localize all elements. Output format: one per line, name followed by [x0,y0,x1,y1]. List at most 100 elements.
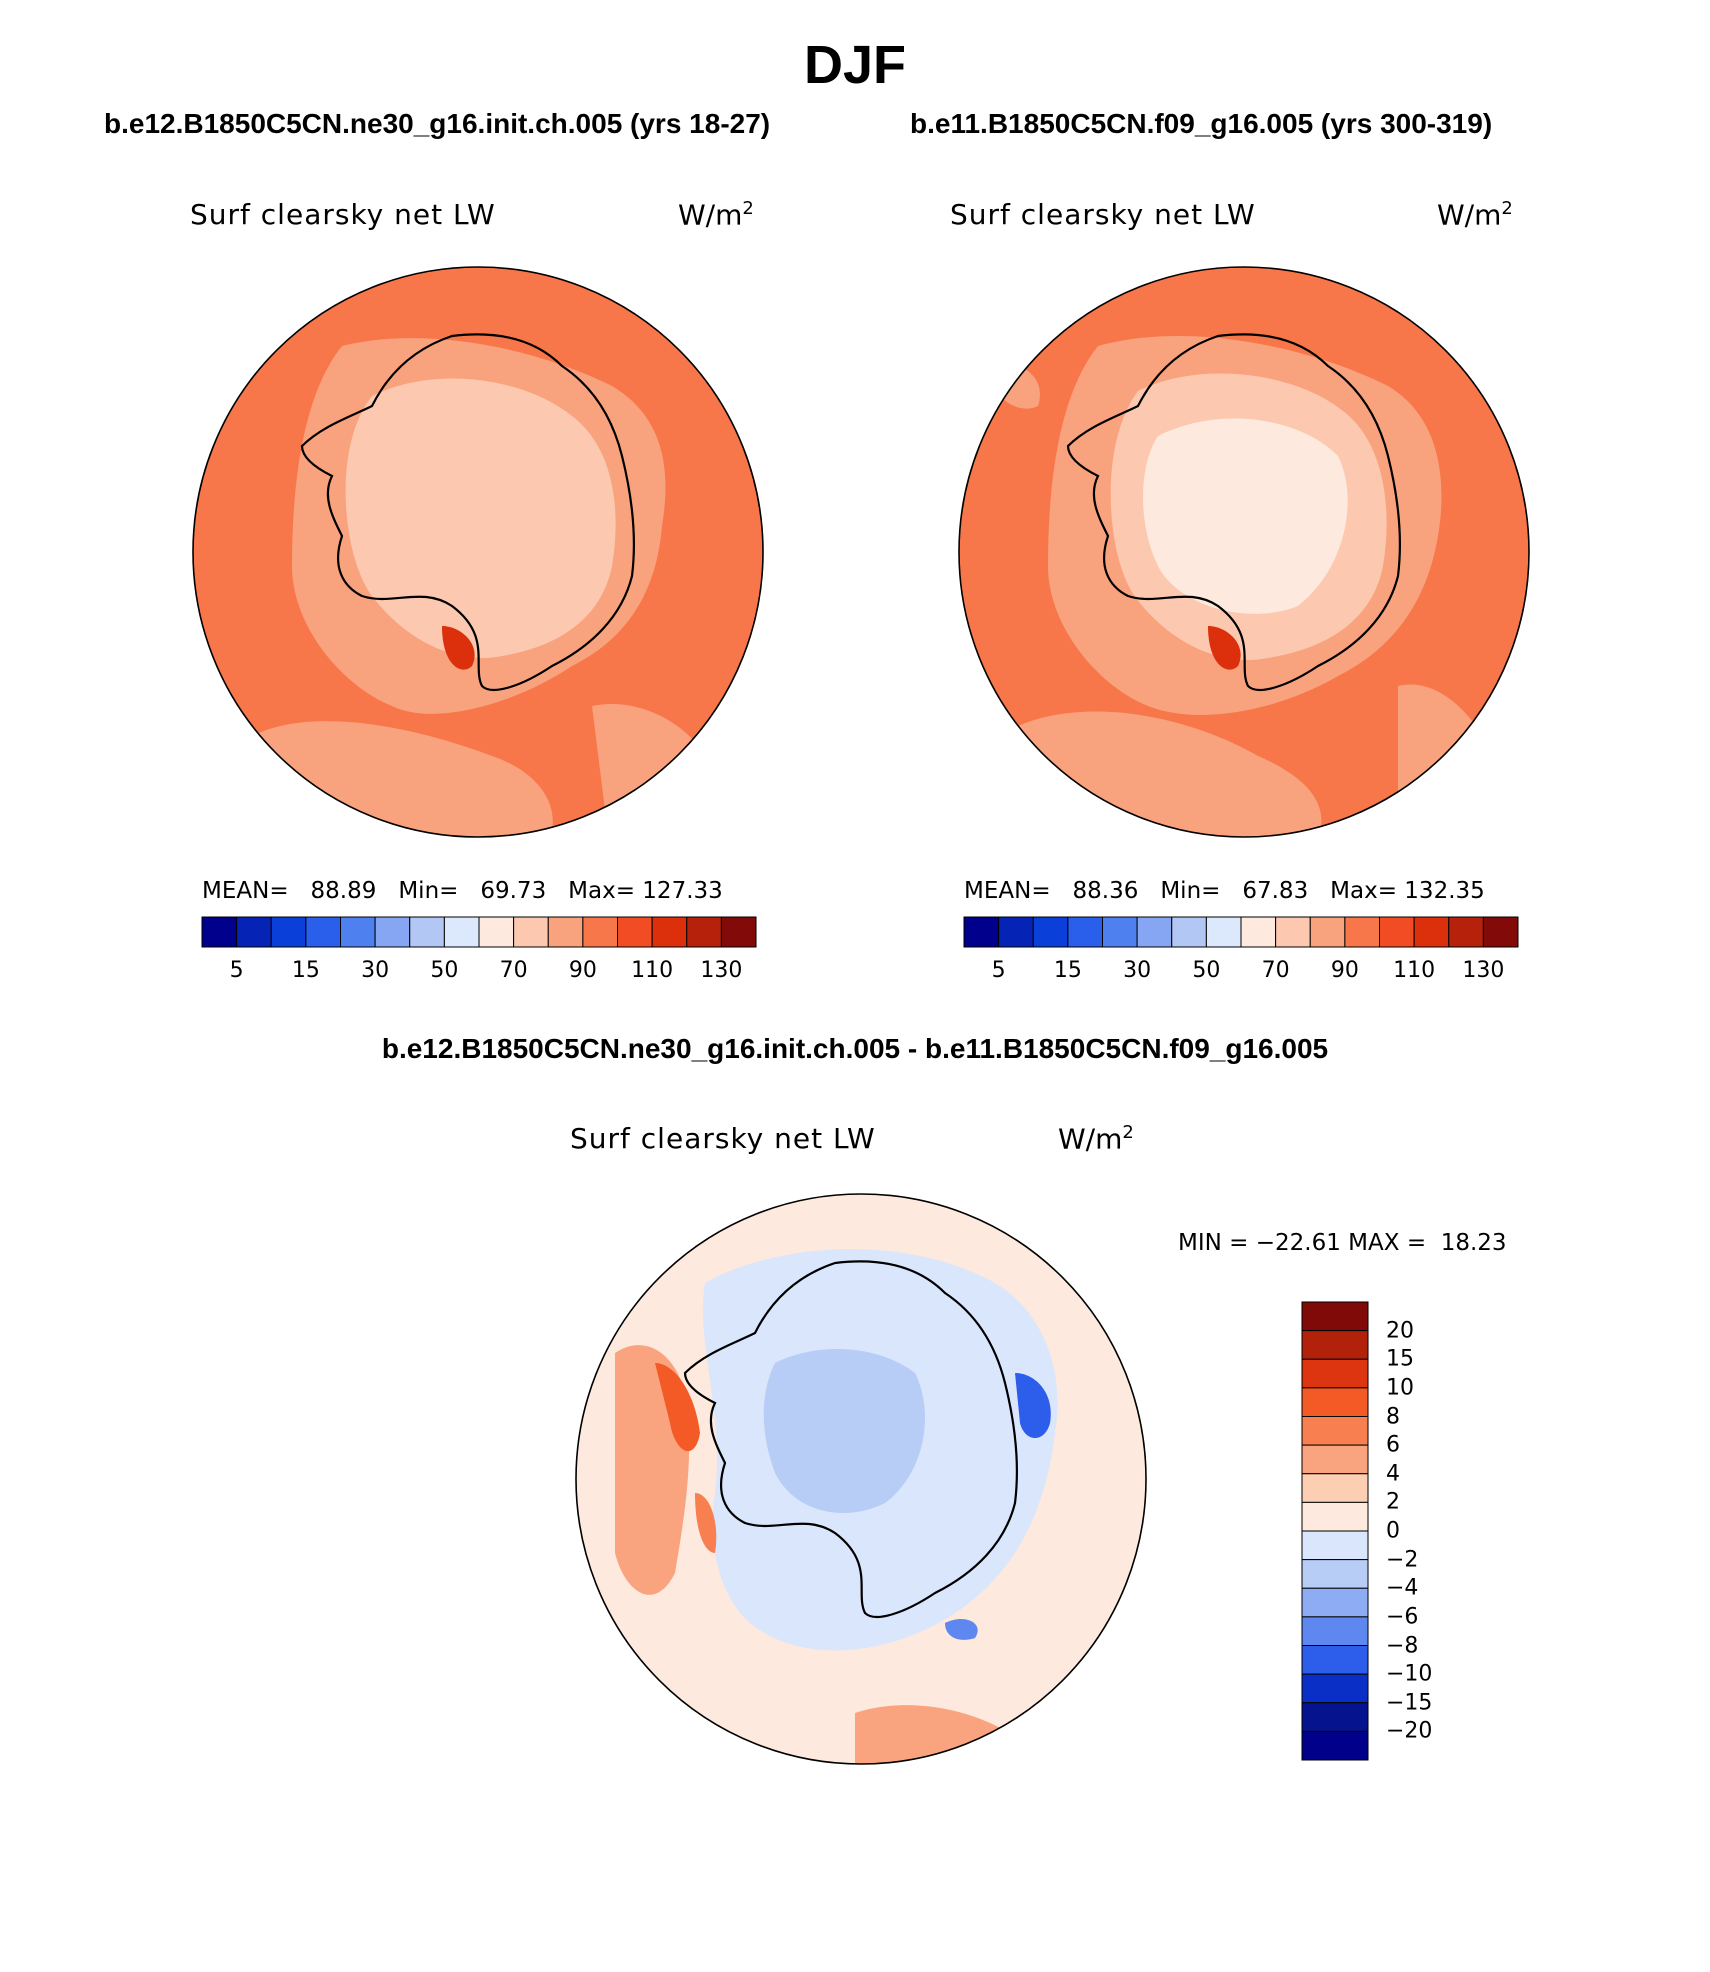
diff-units-label: W/m2 [1058,1122,1134,1156]
colorbar-swatch [409,916,445,948]
colorbar-swatch [1482,916,1519,948]
diff-min-label: MIN = [1178,1230,1249,1256]
colorbar-swatch [1301,1645,1369,1675]
right-max-label: Max= [1330,878,1397,904]
colorbar-tick-label: 6 [1386,1432,1400,1458]
right-colorbar [963,916,1519,948]
colorbar-swatch [1301,1330,1369,1360]
colorbar-tick-label: −8 [1386,1633,1419,1658]
colorbar-swatch [1301,1616,1369,1646]
right-min-value: 67.83 [1242,878,1309,904]
colorbar-swatch [1301,1444,1369,1475]
colorbar-swatch [1448,916,1484,948]
colorbar-tick-label: −15 [1386,1690,1433,1716]
colorbar-swatch [1379,916,1415,948]
colorbar-tick-label: 110 [1393,958,1436,983]
right-mean-value: 88.36 [1072,878,1139,904]
diff-variable-label: Surf clearsky net LW [570,1122,876,1155]
colorbar-swatch [1301,1473,1369,1503]
colorbar-swatch [201,916,238,948]
colorbar-tick-label: 2 [1386,1489,1400,1515]
colorbar-swatch [547,916,584,948]
colorbar-tick-label: −2 [1386,1547,1419,1573]
colorbar-swatch [582,916,618,948]
colorbar-tick-label: 20 [1386,1318,1414,1344]
colorbar-swatch [1102,916,1138,948]
colorbar-tick-label: 30 [361,958,390,983]
colorbar-tick-label: 5 [229,958,244,983]
diff-colorbar-ticks: 20 15 10 8 6 4 2 0 −2 −4 −6 −8 −10 −15 −20 [1386,1302,1466,1760]
colorbar-tick-label: 130 [1462,958,1505,983]
colorbar-tick-label: 110 [631,958,674,983]
colorbar-tick-label: 10 [1386,1375,1414,1401]
colorbar-tick-label: 70 [1261,958,1290,983]
diff-max-label: MAX = [1348,1230,1427,1256]
colorbar-swatch [478,916,515,948]
colorbar-swatch [1301,1416,1369,1446]
colorbar-swatch [1413,916,1450,948]
right-max-value: 132.35 [1404,878,1485,904]
right-polar-map [958,266,1530,838]
diff-min-value: −22.61 [1255,1230,1341,1256]
diff-colorbar [1301,1301,1369,1761]
colorbar-swatch [1301,1559,1369,1589]
left-mean-value: 88.89 [310,878,377,904]
colorbar-tick-label: 15 [1053,958,1082,983]
colorbar-swatch [1301,1387,1369,1417]
colorbar-swatch [1136,916,1173,948]
colorbar-swatch [963,916,1000,948]
colorbar-swatch [1301,1702,1369,1732]
colorbar-swatch [651,916,688,948]
left-colorbar [201,916,757,948]
diff-stats: MIN = −22.61 MAX = 18.23 [1178,1230,1507,1256]
left-stats: MEAN= 88.89 Min= 69.73 Max= 127.33 [202,878,723,904]
left-mean-label: MEAN= [202,878,289,904]
left-min-label: Min= [398,878,459,904]
left-panel-title: b.e12.B1850C5CN.ne30_g16.init.ch.005 (yr… [104,108,771,139]
colorbar-swatch [374,916,411,948]
colorbar-tick-label: 4 [1386,1461,1400,1487]
colorbar-tick-label: 5 [991,958,1006,983]
colorbar-tick-label: −6 [1386,1604,1419,1630]
colorbar-swatch [236,916,272,948]
colorbar-swatch [1171,916,1207,948]
colorbar-swatch [1205,916,1242,948]
diff-max-value: 18.23 [1440,1230,1507,1256]
difference-panel-title: b.e12.B1850C5CN.ne30_g16.init.ch.005 - b… [381,1033,1329,1064]
colorbar-swatch [1301,1301,1369,1332]
colorbar-swatch [1301,1673,1369,1704]
colorbar-swatch [617,916,653,948]
colorbar-tick-label: 50 [1192,958,1221,983]
left-polar-map [192,266,764,838]
colorbar-tick-label: 70 [499,958,528,983]
left-units-label: W/m2 [678,198,754,232]
colorbar-tick-label: 15 [291,958,320,983]
left-colorbar-swatches [201,916,757,948]
right-colorbar-swatches [963,916,1519,948]
colorbar-swatch [1067,916,1103,948]
difference-polar-map [575,1193,1147,1765]
left-variable-label: Surf clearsky net LW [190,198,496,231]
colorbar-tick-label: 50 [430,958,459,983]
colorbar-tick-label: −4 [1386,1575,1419,1601]
colorbar-swatch [1344,916,1380,948]
left-max-label: Max= [568,878,635,904]
colorbar-swatch [1301,1501,1369,1532]
colorbar-tick-label: 90 [568,958,597,983]
colorbar-swatch [686,916,722,948]
colorbar-swatch [1301,1730,1369,1761]
colorbar-swatch [1032,916,1069,948]
colorbar-swatch [1301,1530,1369,1561]
colorbar-swatch [305,916,341,948]
colorbar-tick-label: −20 [1386,1718,1433,1744]
colorbar-swatch [270,916,307,948]
left-max-value: 127.33 [642,878,723,904]
colorbar-swatch [1301,1358,1369,1389]
colorbar-swatch [1240,916,1277,948]
colorbar-tick-label: 30 [1123,958,1152,983]
left-min-value: 69.73 [480,878,547,904]
colorbar-swatch [998,916,1034,948]
diff-colorbar-swatches [1301,1301,1369,1761]
colorbar-swatch [513,916,549,948]
colorbar-swatch [720,916,757,948]
